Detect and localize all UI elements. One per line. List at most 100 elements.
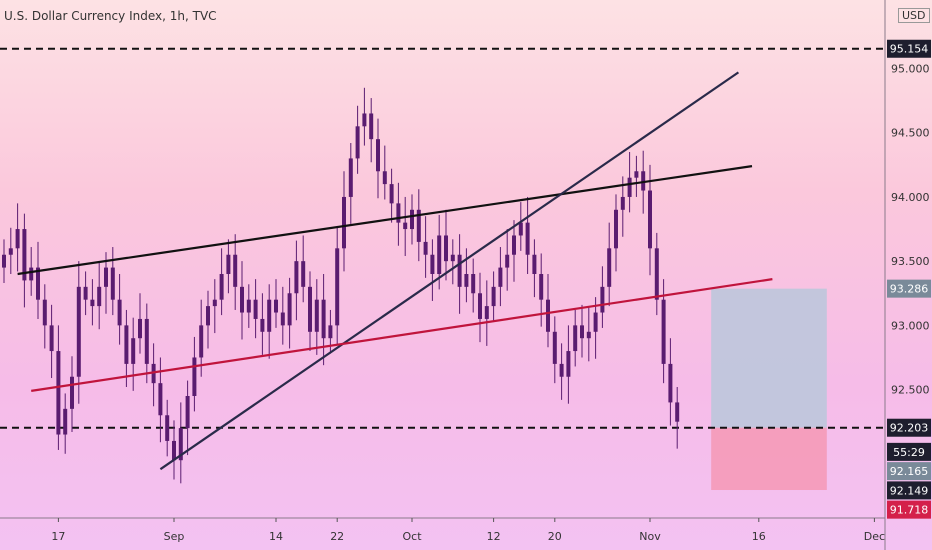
candle-body xyxy=(376,139,380,172)
x-tick-label: 20 xyxy=(548,530,562,543)
currency-badge[interactable]: USD xyxy=(898,8,930,23)
candle-body xyxy=(362,113,367,127)
candle-body xyxy=(423,241,428,255)
candle-body xyxy=(450,254,455,262)
price-tag xyxy=(887,39,931,58)
candle-body xyxy=(76,286,81,377)
x-tick-label: Oct xyxy=(402,530,422,543)
candle-body xyxy=(457,254,462,287)
candle-body xyxy=(267,299,272,332)
candle-body xyxy=(661,299,666,364)
x-tick-label: Dec xyxy=(864,530,885,543)
candle-body xyxy=(165,415,170,441)
long-position-stop-zone[interactable] xyxy=(711,427,827,491)
candle-body xyxy=(308,286,312,332)
x-tick-label: 14 xyxy=(269,530,283,543)
candle-body xyxy=(63,408,68,435)
candle-body xyxy=(42,299,47,326)
candle-body xyxy=(212,299,217,307)
price-tag-label: 92.149 xyxy=(890,484,929,497)
candle-body xyxy=(246,299,251,313)
candle-body xyxy=(586,331,591,339)
candle-body xyxy=(573,325,578,352)
candle-body xyxy=(260,318,265,332)
candle-body xyxy=(614,209,618,249)
candle-body xyxy=(552,331,557,364)
candle-body xyxy=(144,318,149,364)
candle-body xyxy=(675,402,680,422)
x-tick-label: 16 xyxy=(752,530,766,543)
y-tick-label: 93.500 xyxy=(891,255,930,268)
price-tag-label: 55:29 xyxy=(893,446,925,459)
price-tag-label: 91.718 xyxy=(890,504,929,517)
candle-body xyxy=(226,254,231,274)
price-tag-label: 92.165 xyxy=(890,465,929,478)
candle-body xyxy=(301,261,306,287)
price-tag-label: 92.203 xyxy=(890,422,929,435)
candle-body xyxy=(110,267,115,300)
candle-body xyxy=(56,351,61,435)
y-tick-label: 95.000 xyxy=(891,63,930,76)
candle-body xyxy=(546,299,550,332)
candle-body xyxy=(49,325,54,352)
candle-body xyxy=(593,312,598,332)
candle-body xyxy=(124,325,129,364)
candle-body xyxy=(416,209,421,242)
candle-body xyxy=(641,171,646,191)
candle-body xyxy=(389,184,394,204)
candle-body xyxy=(634,171,639,178)
price-tag-label: 93.286 xyxy=(890,283,929,296)
y-tick-label: 94.500 xyxy=(891,127,930,140)
price-tag xyxy=(887,500,931,519)
candle-body xyxy=(97,286,102,307)
candle-body xyxy=(627,177,632,197)
candle-body xyxy=(117,299,122,326)
x-tick-label: Sep xyxy=(164,530,185,543)
candle-body xyxy=(505,254,510,268)
candle-body xyxy=(321,299,326,339)
candle-body xyxy=(8,248,13,255)
long-position-target-zone[interactable] xyxy=(711,288,827,428)
trendline-upper[interactable] xyxy=(17,165,753,276)
candle-body xyxy=(498,267,503,287)
candle-body xyxy=(484,306,489,319)
candle-body xyxy=(29,267,34,281)
candle-body xyxy=(580,325,584,339)
candle-body xyxy=(138,318,142,339)
candle-body xyxy=(525,222,530,255)
candle-body xyxy=(648,190,652,249)
trendline-support[interactable] xyxy=(31,278,773,392)
candle-body xyxy=(512,235,516,255)
candle-body xyxy=(328,325,333,339)
candle-body xyxy=(518,222,523,236)
candle-body xyxy=(151,363,156,384)
candle-body xyxy=(559,363,564,377)
candle-body xyxy=(478,293,482,319)
candle-body xyxy=(294,261,299,294)
price-tag xyxy=(887,418,931,437)
candle-body xyxy=(253,299,258,319)
trendline-diagonal[interactable] xyxy=(159,71,740,471)
candle-body xyxy=(287,293,292,326)
x-tick-label: 22 xyxy=(330,530,344,543)
candle-body xyxy=(532,254,537,274)
candle-body xyxy=(70,376,74,409)
candle-body xyxy=(437,235,442,274)
candle-body xyxy=(491,286,496,307)
candle-body xyxy=(280,312,285,326)
candle-body xyxy=(178,428,183,461)
candle-body xyxy=(464,274,469,287)
x-tick-label: 17 xyxy=(51,530,65,543)
candle-body xyxy=(566,351,571,377)
candle-body xyxy=(471,274,476,294)
candle-body xyxy=(233,254,238,287)
price-tag xyxy=(887,462,931,481)
candle-body xyxy=(355,126,360,159)
candle-body xyxy=(131,338,136,364)
candle-body xyxy=(600,286,605,313)
candle-body xyxy=(219,274,224,300)
candle-body xyxy=(2,254,6,268)
candle-body xyxy=(192,357,197,396)
